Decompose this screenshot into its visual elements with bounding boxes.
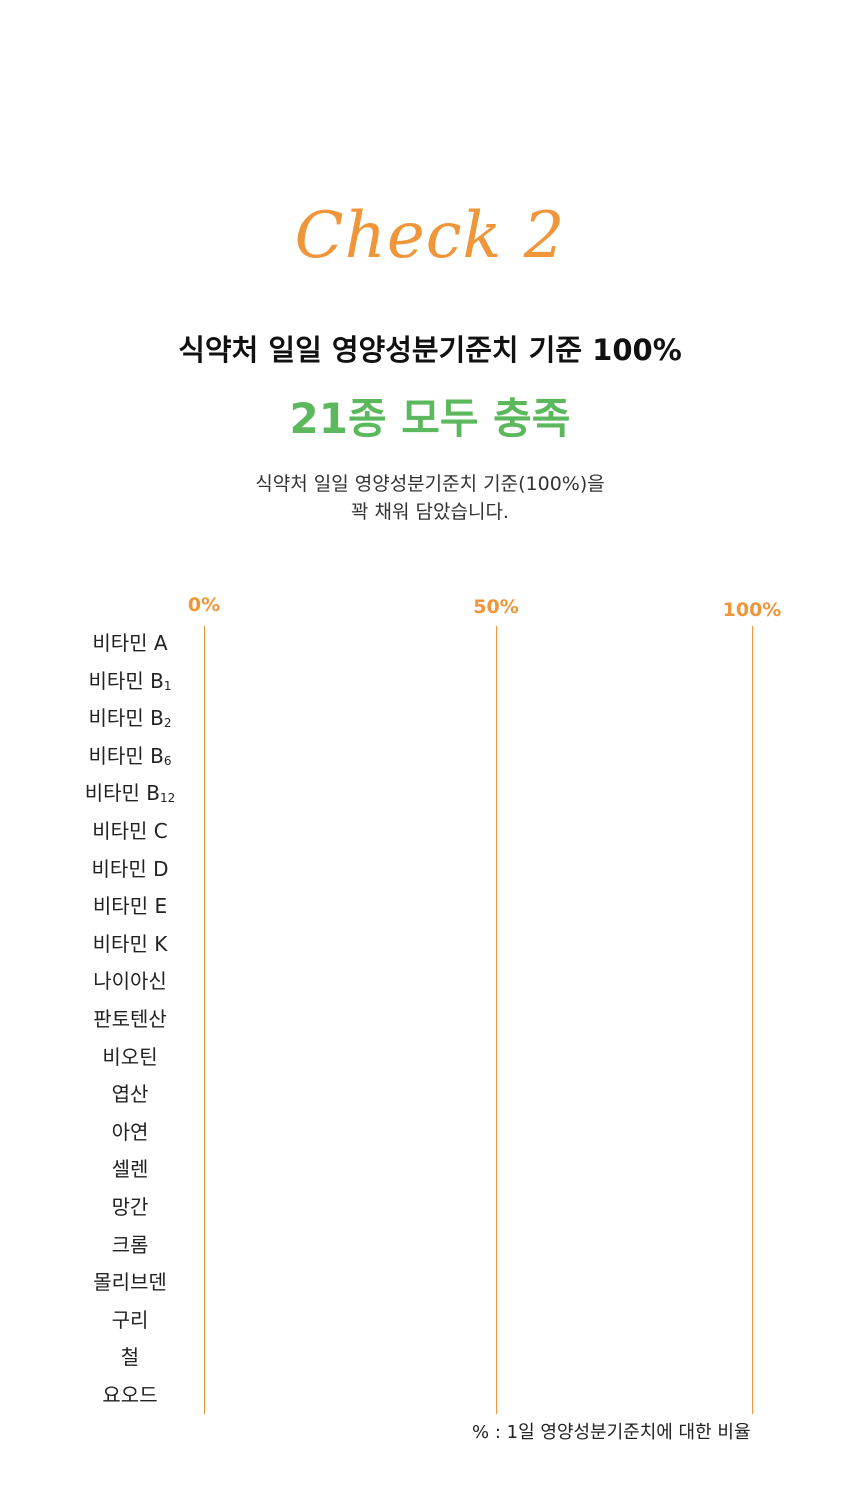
x-tick-label: 0% xyxy=(187,594,221,616)
nutrient-name: 비타민 B xyxy=(88,706,164,731)
nutrient-name: 비타민 D xyxy=(91,856,169,881)
nutrient-name: 철 xyxy=(120,1345,140,1370)
nutrient-name: 요오드 xyxy=(102,1383,158,1407)
nutrient-name: 비타민 B xyxy=(84,781,160,806)
nutrient-name: 비타민 K xyxy=(92,931,168,956)
x-tick-label: 50% xyxy=(473,596,519,618)
highlight-text: 21종 모두 충족 xyxy=(289,394,571,443)
nutrient-subscript: 1 xyxy=(163,678,172,693)
check-title: Check 2 xyxy=(294,199,566,273)
nutrient-label: 크롬 xyxy=(50,1231,210,1259)
nutrient-name: 비타민 C xyxy=(92,819,168,843)
nutrient-label: 엽산 xyxy=(50,1080,210,1108)
nutrient-label: 아연 xyxy=(50,1118,210,1146)
nutrient-name: 비타민 B xyxy=(88,668,164,693)
nutrient-name: 몰리브덴 xyxy=(93,1270,167,1295)
nutrient-label: 비오틴 xyxy=(50,1043,210,1071)
nutrient-label: 비타민 A xyxy=(50,629,210,657)
gridline xyxy=(204,626,205,1414)
nutrient-label: 구리 xyxy=(50,1306,210,1334)
nutrient-label: 비타민 D xyxy=(50,855,210,883)
nutrient-label: 비타민 E xyxy=(50,892,210,920)
nutrient-name: 구리 xyxy=(111,1307,149,1332)
nutrient-name: 셀렌 xyxy=(111,1157,149,1182)
nutrient-name: 크롬 xyxy=(111,1232,149,1257)
nutrient-label: 비타민 B1 xyxy=(50,667,210,695)
nutrient-label: 몰리브덴 xyxy=(50,1268,210,1296)
nutrient-label: 나이아신 xyxy=(50,967,210,995)
nutrient-label: 비타민 B12 xyxy=(50,779,210,807)
nutrient-name: 망간 xyxy=(111,1195,149,1219)
nutrient-label: 요오드 xyxy=(50,1381,210,1409)
nutrient-name: 판토텐산 xyxy=(93,1007,167,1031)
nutrient-name: 비타민 A xyxy=(92,631,168,655)
nutrient-label: 비타민 C xyxy=(50,817,210,845)
nutrient-name: 비타민 B xyxy=(88,743,164,768)
nutrient-label: 판토텐산 xyxy=(50,1005,210,1033)
nutrient-label: 셀렌 xyxy=(50,1155,210,1183)
nutrient-label: 비타민 B2 xyxy=(50,704,210,732)
nutrient-label: 망간 xyxy=(50,1193,210,1221)
nutrient-subscript: 12 xyxy=(160,791,176,806)
nutrient-name: 비타민 E xyxy=(92,894,168,919)
nutrient-label: 철 xyxy=(50,1343,210,1371)
nutrient-name: 엽산 xyxy=(111,1082,149,1107)
footnote: % : 1일 영양성분기준치에 대한 비율 xyxy=(472,1422,751,1443)
nutrient-subscript: 6 xyxy=(163,753,172,768)
gridline xyxy=(496,626,497,1414)
description-line-1: 식약처 일일 영양성분기준치 기준(100%)을 xyxy=(255,473,605,495)
description: 식약처 일일 영양성분기준치 기준(100%)을 꽉 채워 담았습니다. xyxy=(0,470,860,526)
x-tick-label: 100% xyxy=(722,599,782,621)
nutrient-label: 비타민 K xyxy=(50,930,210,958)
nutrient-name: 나이아신 xyxy=(93,969,167,994)
nutrient-label: 비타민 B6 xyxy=(50,742,210,770)
description-line-2: 꽉 채워 담았습니다. xyxy=(351,501,509,523)
gridline xyxy=(752,626,753,1414)
nutrient-name: 아연 xyxy=(111,1119,149,1144)
nutrient-subscript: 2 xyxy=(163,716,172,731)
nutrient-name: 비오틴 xyxy=(102,1044,158,1069)
headline: 식약처 일일 영양성분기준치 기준 100% xyxy=(178,333,682,367)
